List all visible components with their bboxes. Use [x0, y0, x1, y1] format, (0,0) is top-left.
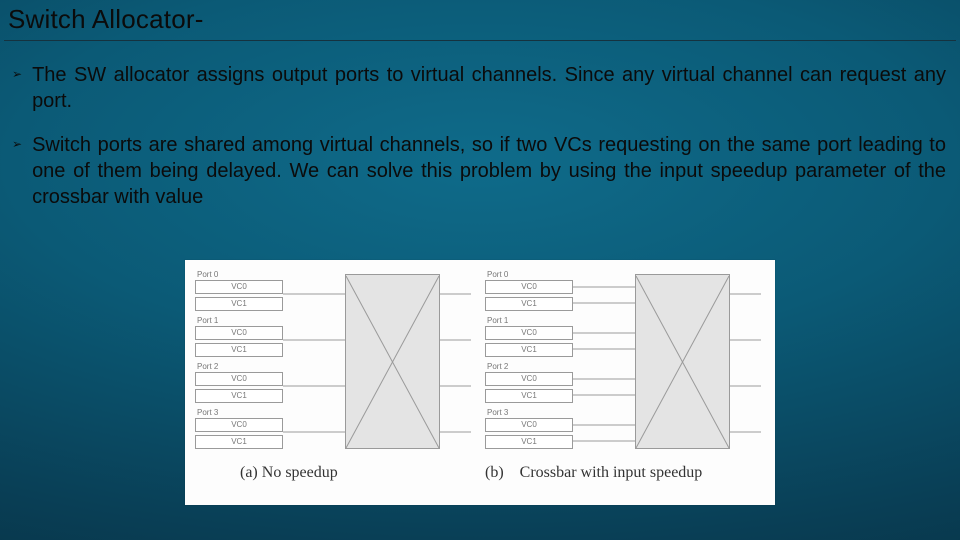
title-underline	[4, 40, 956, 41]
caption-a: (a) No speedup	[240, 464, 338, 482]
caption-text: Crossbar with input speedup	[520, 464, 703, 481]
caption-text: No speedup	[262, 464, 338, 481]
bullet-text: Switch ports are shared among virtual ch…	[32, 132, 946, 210]
figure-panel-a: Port 0 VC0 VC1 Port 1 VC0 VC1 Port 2 VC0…	[195, 266, 475, 456]
caption-tag: (a)	[240, 464, 258, 481]
panel-b-wires	[485, 266, 765, 456]
caption-b: (b) Crossbar with input speedup	[485, 464, 770, 482]
figure-panel-b: Port 0 VC0 VC1 Port 1 VC0 VC1 Port 2 VC0…	[485, 266, 765, 456]
panel-a-wires	[195, 266, 475, 456]
figure-container: Port 0 VC0 VC1 Port 1 VC0 VC1 Port 2 VC0…	[185, 260, 775, 505]
caption-tag: (b)	[485, 464, 504, 481]
bullet-item: ➢ The SW allocator assigns output ports …	[12, 62, 946, 114]
bullet-text: The SW allocator assigns output ports to…	[32, 62, 946, 114]
bullet-marker-icon: ➢	[12, 62, 22, 86]
bullet-marker-icon: ➢	[12, 132, 22, 156]
bullet-list: ➢ The SW allocator assigns output ports …	[12, 62, 946, 228]
slide-title: Switch Allocator-	[8, 4, 204, 35]
bullet-item: ➢ Switch ports are shared among virtual …	[12, 132, 946, 210]
